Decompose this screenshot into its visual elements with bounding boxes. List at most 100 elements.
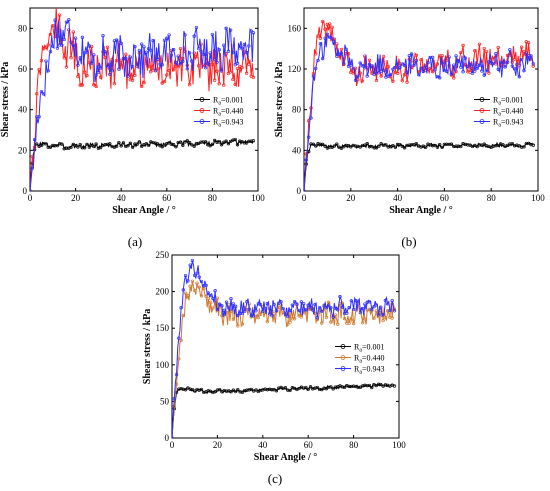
x-tick-label: 60 [440,193,450,203]
data-point [332,39,337,44]
data-point [229,297,233,301]
data-point [377,144,381,148]
data-point [400,144,404,149]
data-point [332,144,337,148]
y-tick-label: 0 [165,433,170,443]
data-point [438,76,442,80]
data-point [57,13,62,17]
series-R_a=0.943 [30,18,256,191]
x-tick-label: 80 [349,440,359,450]
data-point [272,312,276,316]
data-point [39,143,44,148]
data-point [361,321,365,325]
data-point [240,46,244,50]
data-point [374,146,379,150]
data-point [133,44,137,49]
data-point [372,316,376,320]
data-point [531,143,535,147]
data-point [121,141,126,145]
data-point [339,146,344,150]
y-axis-title: Shear stress / kPa [142,309,153,384]
data-point [519,57,524,62]
data-point [156,57,160,61]
plot-frame [303,7,539,192]
data-point [60,43,64,47]
data-point [475,144,479,149]
data-point [323,144,327,148]
data-point [233,304,238,308]
data-point [496,45,500,50]
data-point [349,63,353,67]
legend-marker [479,97,485,102]
data-point [316,34,320,38]
y-tick-label: 120 [288,64,302,74]
data-point [186,279,190,283]
data-point [482,73,486,77]
data-point [288,388,292,393]
data-point [192,34,196,38]
data-point [281,306,285,311]
data-point [48,32,53,37]
data-point [171,48,176,52]
data-point [330,25,334,29]
data-point [213,78,217,82]
data-point [140,144,144,149]
data-point [233,137,237,142]
data-point [42,92,46,96]
data-point [114,38,119,42]
x-axis-title: Shear Angle / ° [112,205,176,216]
data-point [244,50,249,55]
data-point [46,69,50,73]
data-point [178,62,183,66]
data-point [391,143,395,148]
series-R_a=0.001 [30,137,256,191]
data-point [177,336,181,340]
data-point [149,70,153,74]
data-point [454,54,458,58]
data-point [108,72,112,77]
data-point [452,76,456,80]
data-point [496,67,500,72]
data-point [342,385,347,390]
data-point [393,145,397,149]
data-point [351,321,356,326]
data-point [117,67,121,71]
x-tick-label: 20 [346,193,356,203]
data-point [187,141,192,145]
data-point [381,312,385,317]
data-point [206,291,210,295]
data-point [213,138,217,143]
data-point [510,141,514,146]
data-point [475,66,479,71]
data-point [67,28,71,32]
data-point [376,382,381,386]
data-point [323,27,327,31]
data-point [119,58,123,62]
data-point [215,308,220,312]
y-tick-label: 0 [297,186,302,196]
data-point [267,312,272,316]
x-tick-label: 0 [302,193,307,203]
data-point [208,293,213,298]
data-point [135,62,139,66]
data-point [251,139,256,143]
x-tick-label: 80 [208,193,218,203]
data-point [126,144,130,148]
data-point [358,310,363,315]
data-point [376,313,381,317]
data-point [238,46,242,50]
data-point [206,296,210,301]
data-point [171,143,176,147]
data-point [367,300,372,304]
data-point [254,309,258,313]
data-point [353,78,358,82]
data-point [315,317,319,322]
data-point [64,65,69,69]
data-point [179,306,183,310]
data-point [228,70,233,74]
data-point [94,142,98,146]
data-point [167,68,171,73]
data-point [331,387,335,391]
data-point [261,309,265,314]
data-point [144,50,148,54]
